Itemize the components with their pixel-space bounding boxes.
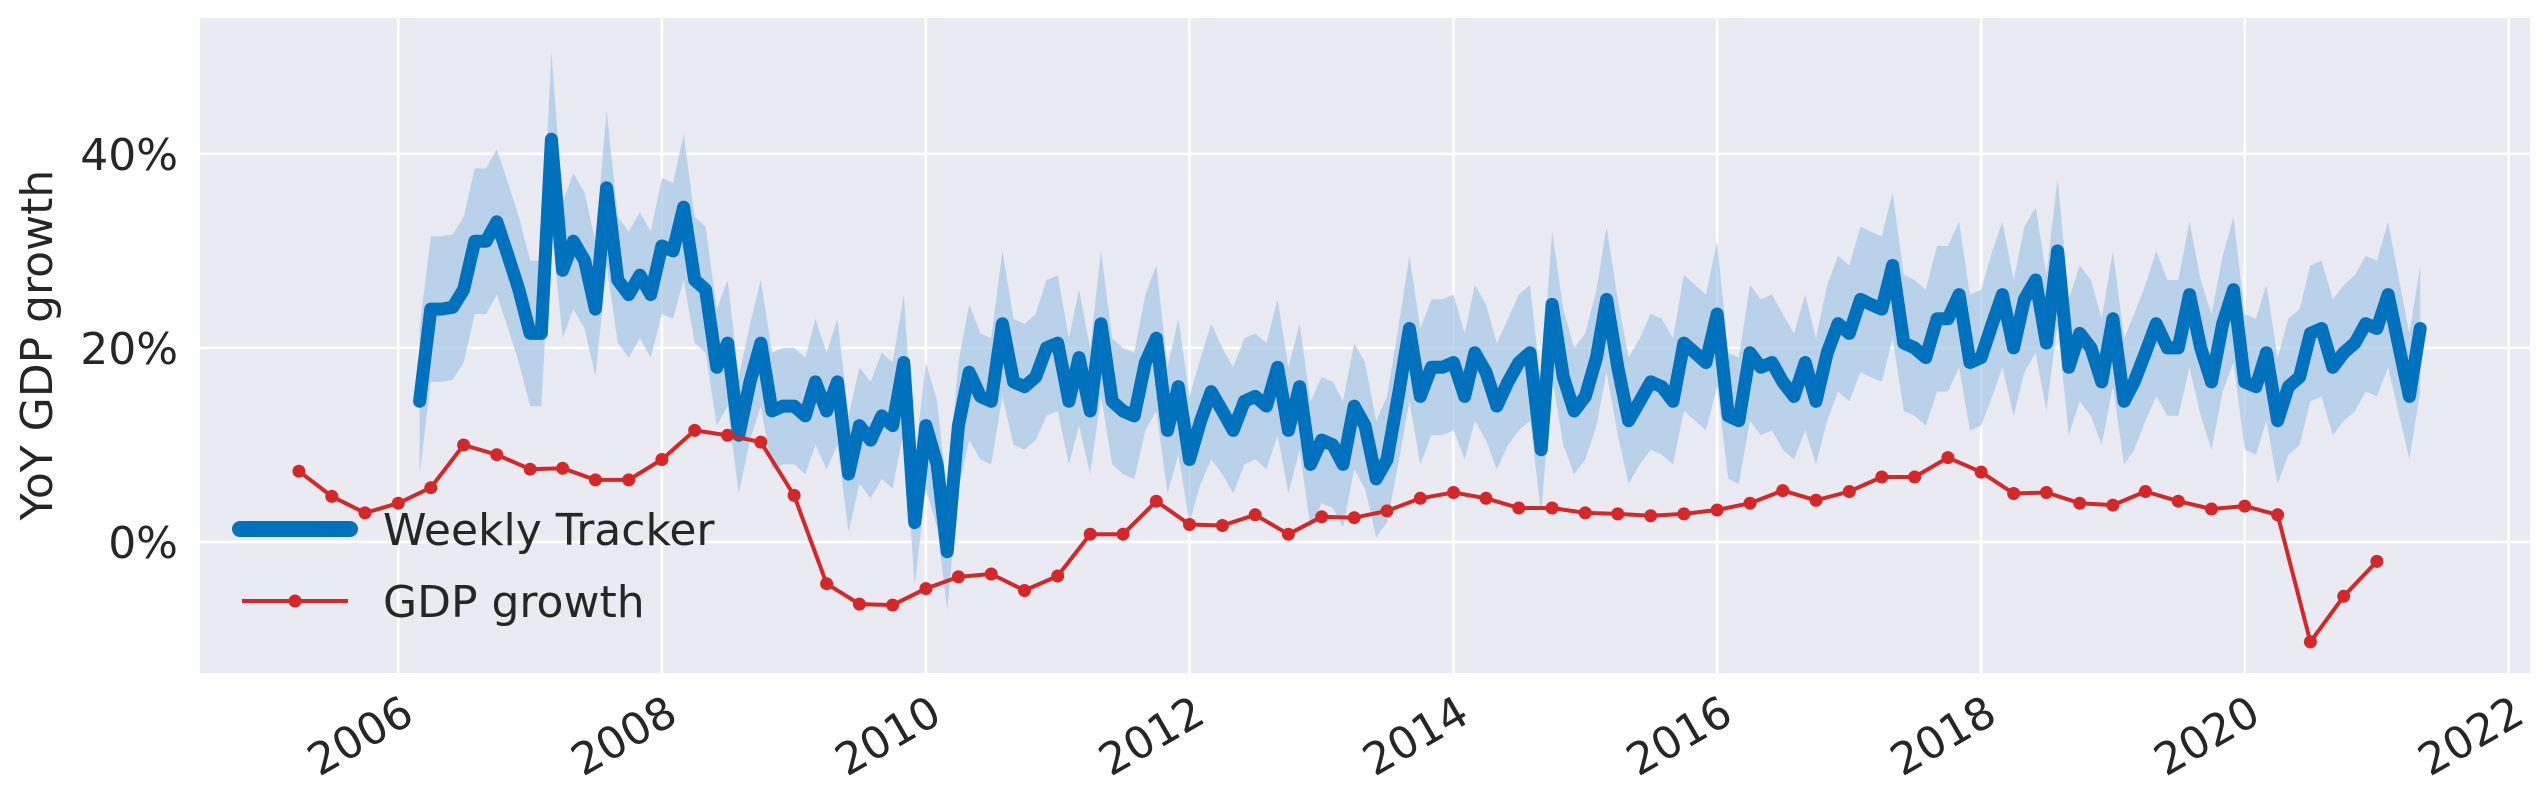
gdp-growth-point bbox=[919, 582, 933, 596]
gdp-growth-point bbox=[556, 461, 570, 475]
gdp-growth-point bbox=[523, 462, 537, 476]
gdp-growth-point bbox=[1149, 494, 1163, 508]
gdp-growth-point bbox=[1315, 510, 1329, 524]
gdp-growth-point bbox=[1018, 584, 1031, 597]
x-tick-label: 2006 bbox=[299, 686, 421, 786]
y-tick-label: 40% bbox=[80, 130, 178, 181]
gdp-growth-point bbox=[1051, 569, 1065, 583]
gdp-growth-point bbox=[1809, 493, 1823, 507]
gdp-growth-point bbox=[2337, 589, 2351, 603]
gdp-growth-point bbox=[1842, 485, 1856, 498]
y-tick-labels: 0% 20% 40% bbox=[80, 130, 178, 569]
x-tick-label: 2016 bbox=[1618, 686, 1740, 786]
gdp-growth-point bbox=[754, 435, 768, 449]
x-tick-labels: 2006 2008 2010 2012 2014 2016 2018 2020 2022 bbox=[299, 686, 2532, 786]
gdp-growth-point bbox=[2370, 554, 2384, 568]
gdp-growth-point bbox=[1380, 504, 1394, 518]
gdp-growth-point bbox=[2238, 499, 2252, 513]
gdp-growth-point bbox=[1941, 451, 1955, 465]
series-layer bbox=[292, 132, 2427, 649]
legend-label-gdp-growth: GDP growth bbox=[383, 577, 645, 628]
gdp-growth-point bbox=[1347, 511, 1361, 525]
gdp-growth-point bbox=[2039, 486, 2053, 499]
y-tick-label: 20% bbox=[80, 324, 178, 375]
gdp-growth-point bbox=[1974, 465, 1988, 479]
gdp-growth-point bbox=[588, 473, 602, 487]
y-axis-label: YoY GDP growth bbox=[12, 170, 63, 521]
gdp-growth-point bbox=[1776, 484, 1790, 498]
gdp-growth-point bbox=[292, 464, 306, 478]
gdp-growth-point bbox=[2106, 498, 2120, 512]
x-tick-label: 2022 bbox=[2410, 686, 2532, 786]
x-tick-label: 2008 bbox=[563, 686, 685, 786]
gdp-growth-point bbox=[1611, 507, 1625, 521]
gdp-growth-point bbox=[1248, 508, 1262, 522]
gdp-growth-point bbox=[655, 453, 669, 466]
gdp-growth-point bbox=[490, 448, 504, 462]
gdp-growth-point bbox=[1413, 491, 1427, 505]
gdp-growth-point bbox=[2271, 508, 2285, 522]
weekly-tracker-line bbox=[413, 132, 2427, 559]
gdp-growth-point bbox=[1875, 470, 1889, 484]
gdp-growth-point bbox=[721, 428, 735, 442]
gdp-growth-point bbox=[2007, 487, 2021, 500]
legend-label-weekly-tracker: Weekly Tracker bbox=[383, 505, 715, 556]
gdp-growth-point bbox=[325, 489, 339, 503]
gdp-growth-point bbox=[358, 506, 372, 520]
gdp-growth-point bbox=[1281, 527, 1295, 541]
y-tick-label: 0% bbox=[108, 518, 178, 569]
x-tick-label: 2018 bbox=[1882, 686, 2004, 786]
gdp-growth-point bbox=[1116, 527, 1130, 541]
gdp-growth-point bbox=[2205, 502, 2218, 516]
gdp-growth-point bbox=[1743, 496, 1757, 510]
gdp-growth-point bbox=[984, 567, 998, 581]
gdp-growth-point bbox=[1578, 506, 1592, 520]
gdp-growth-point bbox=[2171, 494, 2185, 508]
gdp-growth-point bbox=[2303, 635, 2317, 649]
gdp-growth-point bbox=[1710, 503, 1724, 517]
gdp-growth-point bbox=[622, 473, 636, 487]
gdp-growth-point bbox=[820, 577, 834, 591]
gdp-growth-point bbox=[1083, 527, 1097, 541]
gdp-growth-point bbox=[424, 481, 438, 495]
gdp-growth-point bbox=[1545, 501, 1559, 515]
gdp-growth-point bbox=[1908, 470, 1922, 484]
gdp-growth-point bbox=[1677, 507, 1691, 521]
x-tick-label: 2014 bbox=[1354, 686, 1476, 786]
legend: Weekly Tracker GDP growth bbox=[232, 505, 715, 628]
gdp-growth-point bbox=[1447, 486, 1460, 499]
gdp-growth-point bbox=[2138, 485, 2152, 498]
gdp-growth-point bbox=[1215, 519, 1229, 532]
x-tick-label: 2010 bbox=[827, 686, 949, 786]
gdp-growth-point bbox=[852, 597, 866, 611]
gdp-growth-point bbox=[391, 496, 405, 510]
gdp-growth-point bbox=[1183, 518, 1196, 531]
gdp-growth-line bbox=[297, 428, 2379, 644]
gdp-growth-point bbox=[2073, 496, 2087, 510]
gdp-growth-point bbox=[787, 488, 801, 502]
gdp-growth-point bbox=[688, 423, 702, 437]
gdp-growth-point bbox=[1512, 501, 1526, 515]
legend-marker-gdp-growth bbox=[288, 594, 302, 608]
gdp-growth-point bbox=[457, 438, 471, 452]
gdp-growth-point bbox=[886, 598, 900, 612]
x-tick-label: 2020 bbox=[2146, 686, 2268, 786]
gdp-growth-point bbox=[1479, 491, 1493, 505]
x-tick-label: 2012 bbox=[1091, 686, 1213, 786]
gdp-growth-point bbox=[951, 570, 965, 584]
gdp-growth-point bbox=[1644, 509, 1658, 523]
